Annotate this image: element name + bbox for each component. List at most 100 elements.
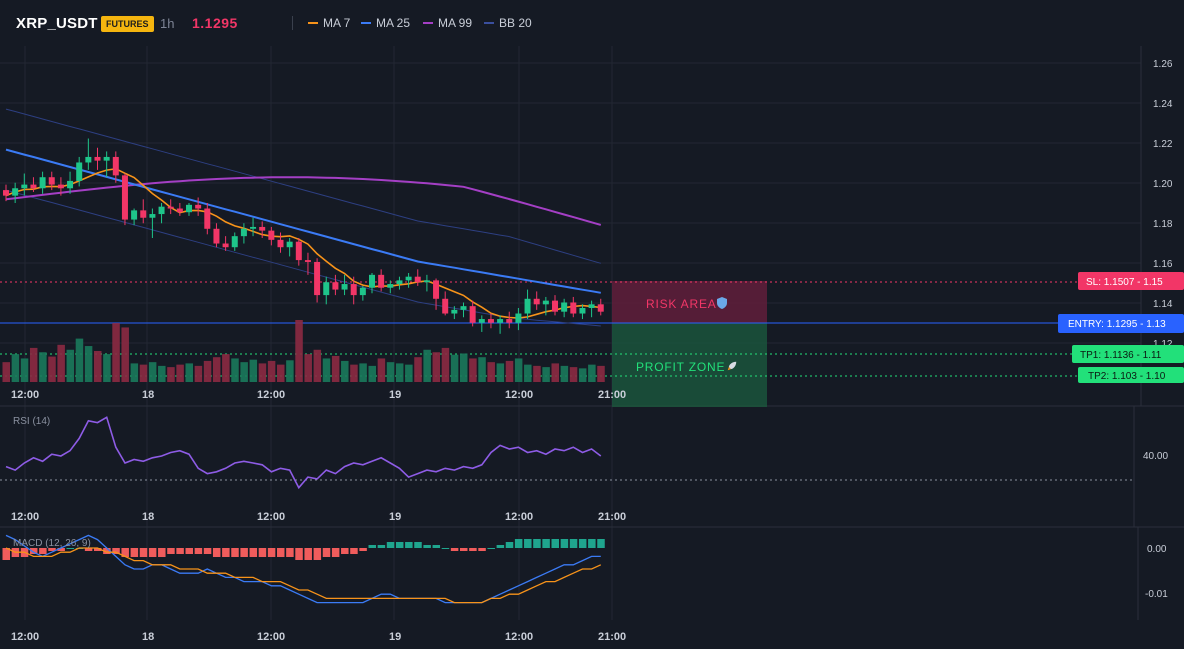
candle-body[interactable] bbox=[94, 156, 101, 161]
candle-body[interactable] bbox=[515, 313, 522, 323]
candle-body[interactable] bbox=[250, 226, 257, 229]
macd-hist-bar bbox=[359, 548, 367, 551]
macd-hist-bar bbox=[313, 548, 322, 560]
tp1-tag-label: TP1: 1.1136 - 1.11 bbox=[1080, 350, 1162, 361]
candle-body[interactable] bbox=[542, 300, 549, 305]
candle-body[interactable] bbox=[21, 184, 28, 189]
macd-hist-bar bbox=[395, 542, 404, 548]
candle-body[interactable] bbox=[561, 302, 568, 312]
candle-body[interactable] bbox=[524, 298, 531, 314]
candle-body[interactable] bbox=[112, 156, 119, 176]
candle-body[interactable] bbox=[158, 206, 165, 215]
candle-body[interactable] bbox=[295, 241, 302, 261]
candlesticks bbox=[3, 138, 604, 334]
sl-tag-label: SL: 1.1507 - 1.15 bbox=[1086, 277, 1163, 288]
candle-body[interactable] bbox=[57, 184, 64, 189]
macd-hist-bar bbox=[496, 545, 505, 548]
candle-body[interactable] bbox=[231, 236, 238, 248]
candle-body[interactable] bbox=[222, 243, 229, 248]
shield-icon bbox=[717, 297, 727, 309]
volume-bar bbox=[441, 347, 450, 382]
legend-ma25[interactable]: MA 25 bbox=[361, 16, 410, 30]
candle-body[interactable] bbox=[369, 274, 375, 288]
candle-body[interactable] bbox=[48, 177, 55, 185]
candle-body[interactable] bbox=[478, 319, 485, 323]
legend-ma99[interactable]: MA 99 bbox=[423, 16, 472, 30]
candle-body[interactable] bbox=[195, 204, 202, 209]
candle-body[interactable] bbox=[167, 206, 174, 209]
candle-body[interactable] bbox=[597, 304, 604, 312]
candle-body[interactable] bbox=[304, 260, 311, 262]
candle-body[interactable] bbox=[396, 280, 403, 285]
candle-body[interactable] bbox=[469, 306, 476, 323]
candle-body[interactable] bbox=[552, 300, 558, 312]
candle-body[interactable] bbox=[323, 282, 330, 296]
candle-body[interactable] bbox=[497, 319, 504, 323]
candle-body[interactable] bbox=[579, 308, 586, 314]
candle-body[interactable] bbox=[314, 261, 321, 296]
time-axis-main[interactable]: 12:00 18 12:00 19 12:00 21:00 bbox=[11, 389, 626, 401]
candle-body[interactable] bbox=[240, 228, 247, 237]
time-axis-macd[interactable]: 12:00 18 12:00 19 12:00 21:00 bbox=[11, 631, 626, 643]
candle-body[interactable] bbox=[378, 274, 385, 288]
candle-body[interactable] bbox=[359, 287, 366, 296]
candle-body[interactable] bbox=[76, 162, 83, 181]
candle-body[interactable] bbox=[533, 298, 540, 305]
candle-body[interactable] bbox=[442, 298, 449, 314]
candle-body[interactable] bbox=[414, 276, 421, 283]
candle-body[interactable] bbox=[460, 306, 467, 310]
candle-body[interactable] bbox=[341, 284, 348, 290]
candle-body[interactable] bbox=[570, 302, 577, 314]
entry-tag[interactable]: ENTRY: 1.1295 - 1.13 bbox=[1058, 314, 1184, 333]
legend-bb20[interactable]: BB 20 bbox=[484, 16, 532, 30]
candle-body[interactable] bbox=[423, 280, 430, 283]
tp2-tag[interactable]: TP2: 1.103 - 1.10 bbox=[1078, 367, 1184, 383]
candle-body[interactable] bbox=[286, 241, 293, 248]
candle-body[interactable] bbox=[149, 214, 156, 218]
candle-body[interactable] bbox=[588, 304, 595, 308]
macd-hist-bar bbox=[524, 539, 532, 548]
candle-body[interactable] bbox=[451, 309, 458, 314]
candle-body[interactable] bbox=[506, 319, 513, 323]
candle-body[interactable] bbox=[259, 226, 266, 231]
profit-zone[interactable] bbox=[612, 323, 767, 407]
candle-body[interactable] bbox=[3, 190, 9, 196]
candle-body[interactable] bbox=[39, 177, 46, 189]
moving-averages bbox=[5, 148, 602, 319]
candle-body[interactable] bbox=[186, 204, 192, 213]
tp1-tag[interactable]: TP1: 1.1136 - 1.11 bbox=[1072, 345, 1184, 363]
macd-hist-bar bbox=[304, 548, 312, 560]
candle-body[interactable] bbox=[433, 280, 440, 299]
timeframe-label[interactable]: 1h bbox=[160, 16, 175, 31]
symbol-label[interactable]: XRP_USDT bbox=[16, 15, 98, 32]
candle-body[interactable] bbox=[12, 188, 19, 196]
macd-hist-bar bbox=[130, 548, 139, 557]
candle-body[interactable] bbox=[176, 208, 183, 213]
volume-bar bbox=[524, 364, 532, 382]
candle-body[interactable] bbox=[85, 156, 92, 163]
price-axis[interactable]: 1.26 1.24 1.22 1.20 1.18 1.16 1.14 1.12 bbox=[1153, 59, 1173, 350]
volume-bar bbox=[423, 349, 431, 382]
legend-ma7[interactable]: MA 7 bbox=[308, 16, 350, 30]
time-axis-rsi[interactable]: 12:00 18 12:00 19 12:00 21:00 bbox=[11, 511, 626, 523]
candle-body[interactable] bbox=[121, 175, 128, 220]
candle-body[interactable] bbox=[30, 184, 37, 189]
candle-body[interactable] bbox=[213, 228, 220, 244]
candle-body[interactable] bbox=[140, 210, 147, 218]
volume-bar bbox=[84, 346, 93, 382]
risk-area-zone[interactable] bbox=[612, 281, 767, 323]
candle-body[interactable] bbox=[487, 319, 494, 323]
candle-body[interactable] bbox=[332, 282, 339, 290]
sl-tag[interactable]: SL: 1.1507 - 1.15 bbox=[1078, 272, 1184, 290]
candle-body[interactable] bbox=[405, 276, 412, 281]
candle-body[interactable] bbox=[131, 210, 138, 220]
candle-body[interactable] bbox=[268, 230, 275, 240]
legend-ma99-label: MA 99 bbox=[438, 16, 473, 30]
candle-body[interactable] bbox=[277, 239, 284, 248]
candle-body[interactable] bbox=[204, 208, 211, 229]
candle-body[interactable] bbox=[387, 284, 394, 288]
candle-body[interactable] bbox=[103, 156, 110, 161]
candle-body[interactable] bbox=[67, 180, 74, 189]
candle-body[interactable] bbox=[350, 284, 357, 296]
